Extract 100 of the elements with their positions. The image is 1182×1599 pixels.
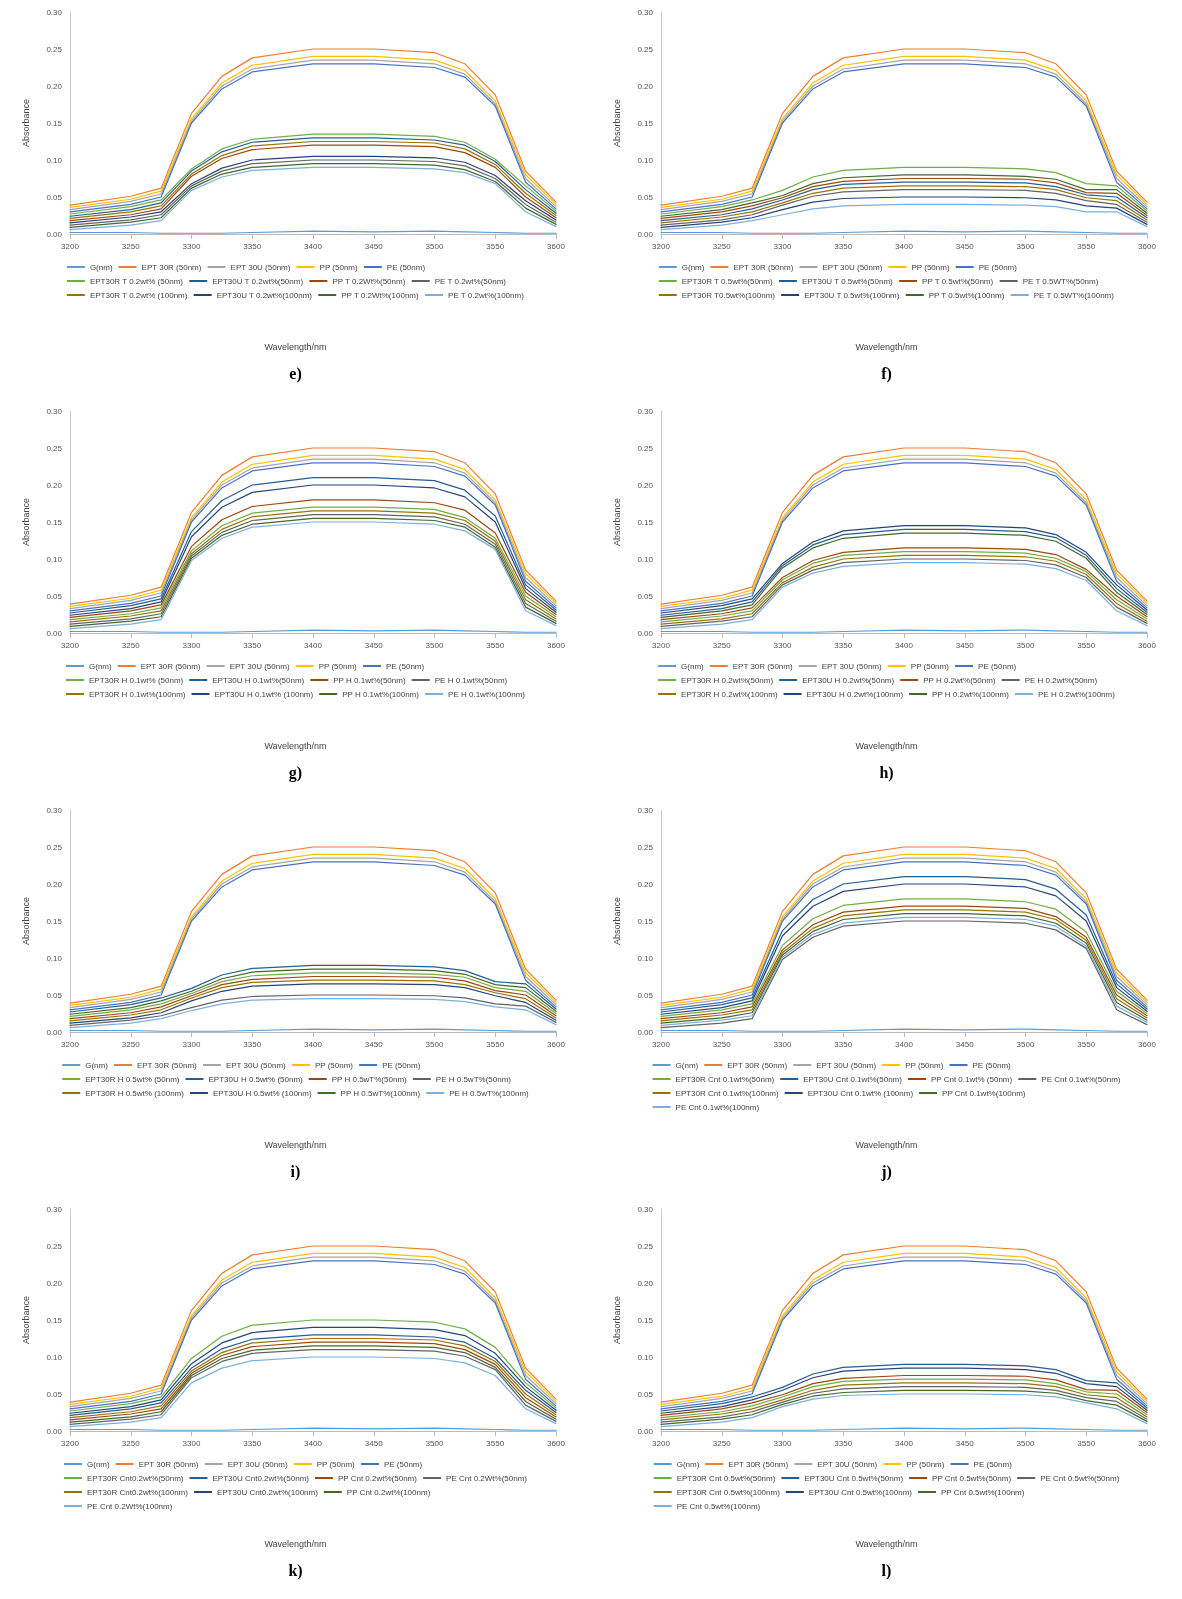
x-axis-title: Wavelength/nm (264, 1538, 327, 1549)
legend-label: G(nm) (681, 661, 705, 671)
x-tick-label: 3200 (652, 1438, 671, 1448)
x-tick-label: 3500 (1016, 241, 1035, 251)
y-tick-label: 0.15 (637, 118, 654, 128)
x-tick-label: 3200 (652, 241, 671, 251)
x-tick-label: 3450 (955, 1438, 975, 1448)
y-axis-title: Absorbance (20, 98, 31, 148)
x-axis-title: Wavelength/nm (855, 740, 918, 751)
y-tick-label: 0.30 (637, 406, 654, 416)
legend-label: EPT 30U (50nm) (230, 262, 291, 272)
x-axis-title: Wavelength/nm (855, 1538, 918, 1549)
x-tick-label: 3400 (895, 1438, 914, 1448)
y-axis-title: Absorbance (611, 896, 622, 946)
x-tick-label: 3250 (121, 640, 141, 650)
x-tick-label: 3400 (895, 1039, 914, 1049)
legend-label: EPT30U H 0.5wt% (50nm) (208, 1074, 304, 1084)
legend-label: PE Cnt 0.5wt%(50nm) (1040, 1473, 1120, 1483)
text: h) (879, 763, 894, 782)
y-tick-label: 0.05 (637, 591, 654, 601)
x-tick-label: 3200 (61, 241, 80, 251)
x-tick-label: 3350 (243, 640, 262, 650)
x-tick-label: 3450 (364, 1438, 384, 1448)
x-tick-label: 3550 (1077, 241, 1096, 251)
x-axis-title: Wavelength/nm (855, 1139, 918, 1150)
legend-label: PE (50nm) (382, 1060, 421, 1070)
y-tick-label: 0.25 (46, 44, 63, 54)
x-tick-label: 3350 (243, 1438, 262, 1448)
line-series (660, 203, 1148, 231)
legend-label: EPT 30R (50nm) (728, 1459, 789, 1469)
y-tick-label: 0.10 (46, 1352, 63, 1362)
legend-label: PP (50nm) (318, 661, 358, 671)
legend-label: EPT30U T 0.2wt%(50nm) (212, 276, 304, 286)
y-tick-label: 0.00 (46, 229, 63, 239)
y-tick-label: 0.05 (46, 591, 63, 601)
x-tick-label: 3350 (243, 241, 262, 251)
x-tick-label: 3300 (773, 241, 792, 251)
y-tick-label: 0.25 (637, 842, 654, 852)
legend-label: PE H 0.1wt%(100nm) (448, 689, 526, 699)
y-tick-label: 0.25 (46, 1241, 63, 1251)
x-tick-label: 3350 (834, 640, 853, 650)
legend-label: PP Cnt 0.2wt%(100nm) (346, 1487, 431, 1497)
legend-label: EPT30U H 0.1wt% (100nm) (214, 689, 314, 699)
legend-label: PP (50nm) (910, 661, 950, 671)
x-tick-label: 3250 (712, 640, 732, 650)
x-tick-label: 3600 (547, 1438, 566, 1448)
y-tick-label: 0.00 (637, 1426, 654, 1436)
x-tick-label: 3250 (121, 1438, 141, 1448)
y-axis-title: Absorbance (20, 896, 31, 946)
legend-label: PE H 0.5wT%(50nm) (435, 1074, 512, 1084)
x-tick-label: 3550 (486, 640, 505, 650)
y-tick-label: 0.15 (637, 916, 654, 926)
y-tick-label: 0.20 (637, 81, 654, 91)
x-tick-label: 3400 (895, 241, 914, 251)
legend-label: PP Cnt 0.1wt%(100nm) (942, 1088, 1026, 1098)
x-tick-label: 3450 (364, 640, 384, 650)
y-tick-label: 0.15 (46, 1315, 63, 1325)
x-tick-label: 3200 (61, 640, 80, 650)
y-tick-label: 0.25 (637, 1241, 654, 1251)
x-tick-label: 3500 (425, 241, 444, 251)
y-tick-label: 0.20 (637, 1278, 654, 1288)
legend-label: G(nm) (86, 1459, 110, 1469)
y-tick-label: 0.10 (637, 1352, 654, 1362)
x-tick-label: 3300 (182, 1438, 201, 1448)
x-tick-label: 3400 (304, 640, 323, 650)
x-tick-label: 3400 (304, 241, 323, 251)
line-series (660, 196, 1148, 228)
y-tick-label: 0.05 (46, 990, 63, 1000)
y-tick-label: 0.20 (46, 480, 63, 490)
text: j) (880, 1162, 892, 1181)
y-tick-label: 0.05 (637, 192, 654, 202)
legend-label: G(nm) (676, 1459, 700, 1469)
legend-label: PP T 0.2Wt%(50nm) (332, 276, 406, 286)
y-tick-label: 0.00 (46, 1027, 63, 1037)
legend-label: EPT30U Cnt0.2wt%(100nm) (216, 1487, 319, 1497)
line-series (660, 166, 1148, 215)
legend-label: EPT 30R (50nm) (732, 661, 793, 671)
x-axis-title: Wavelength/nm (264, 341, 327, 352)
legend-label: EPT 30R (50nm) (727, 1060, 788, 1070)
y-tick-label: 0.05 (637, 1389, 654, 1399)
legend-label: G(nm) (88, 661, 112, 671)
legend-label: EPT30R H 0.5wt% (100nm) (85, 1088, 185, 1098)
x-tick-label: 3350 (834, 1438, 853, 1448)
legend-label: PE T 0.2wt%(100nm) (448, 290, 525, 300)
x-tick-label: 3500 (425, 1438, 444, 1448)
x-tick-label: 3550 (1077, 1039, 1096, 1049)
legend-label: EPT 30U (50nm) (816, 1060, 877, 1070)
x-tick-label: 3250 (712, 241, 732, 251)
text: e) (289, 364, 302, 383)
x-tick-label: 3250 (121, 241, 141, 251)
legend-label: PP Cnt 0.5wt%(100nm) (940, 1487, 1025, 1497)
y-axis-title: Absorbance (611, 98, 622, 148)
y-tick-label: 0.30 (637, 1204, 654, 1214)
legend-label: PP Cnt 0.1wt% (50nm) (930, 1074, 1013, 1084)
y-tick-label: 0.05 (637, 990, 654, 1000)
legend-label: PE (50nm) (972, 1060, 1012, 1070)
x-tick-label: 3300 (182, 640, 201, 650)
y-tick-label: 0.00 (46, 1426, 63, 1436)
legend-label: PP H 0.2wt%(100nm) (932, 689, 1010, 699)
y-tick-label: 0.05 (46, 192, 63, 202)
